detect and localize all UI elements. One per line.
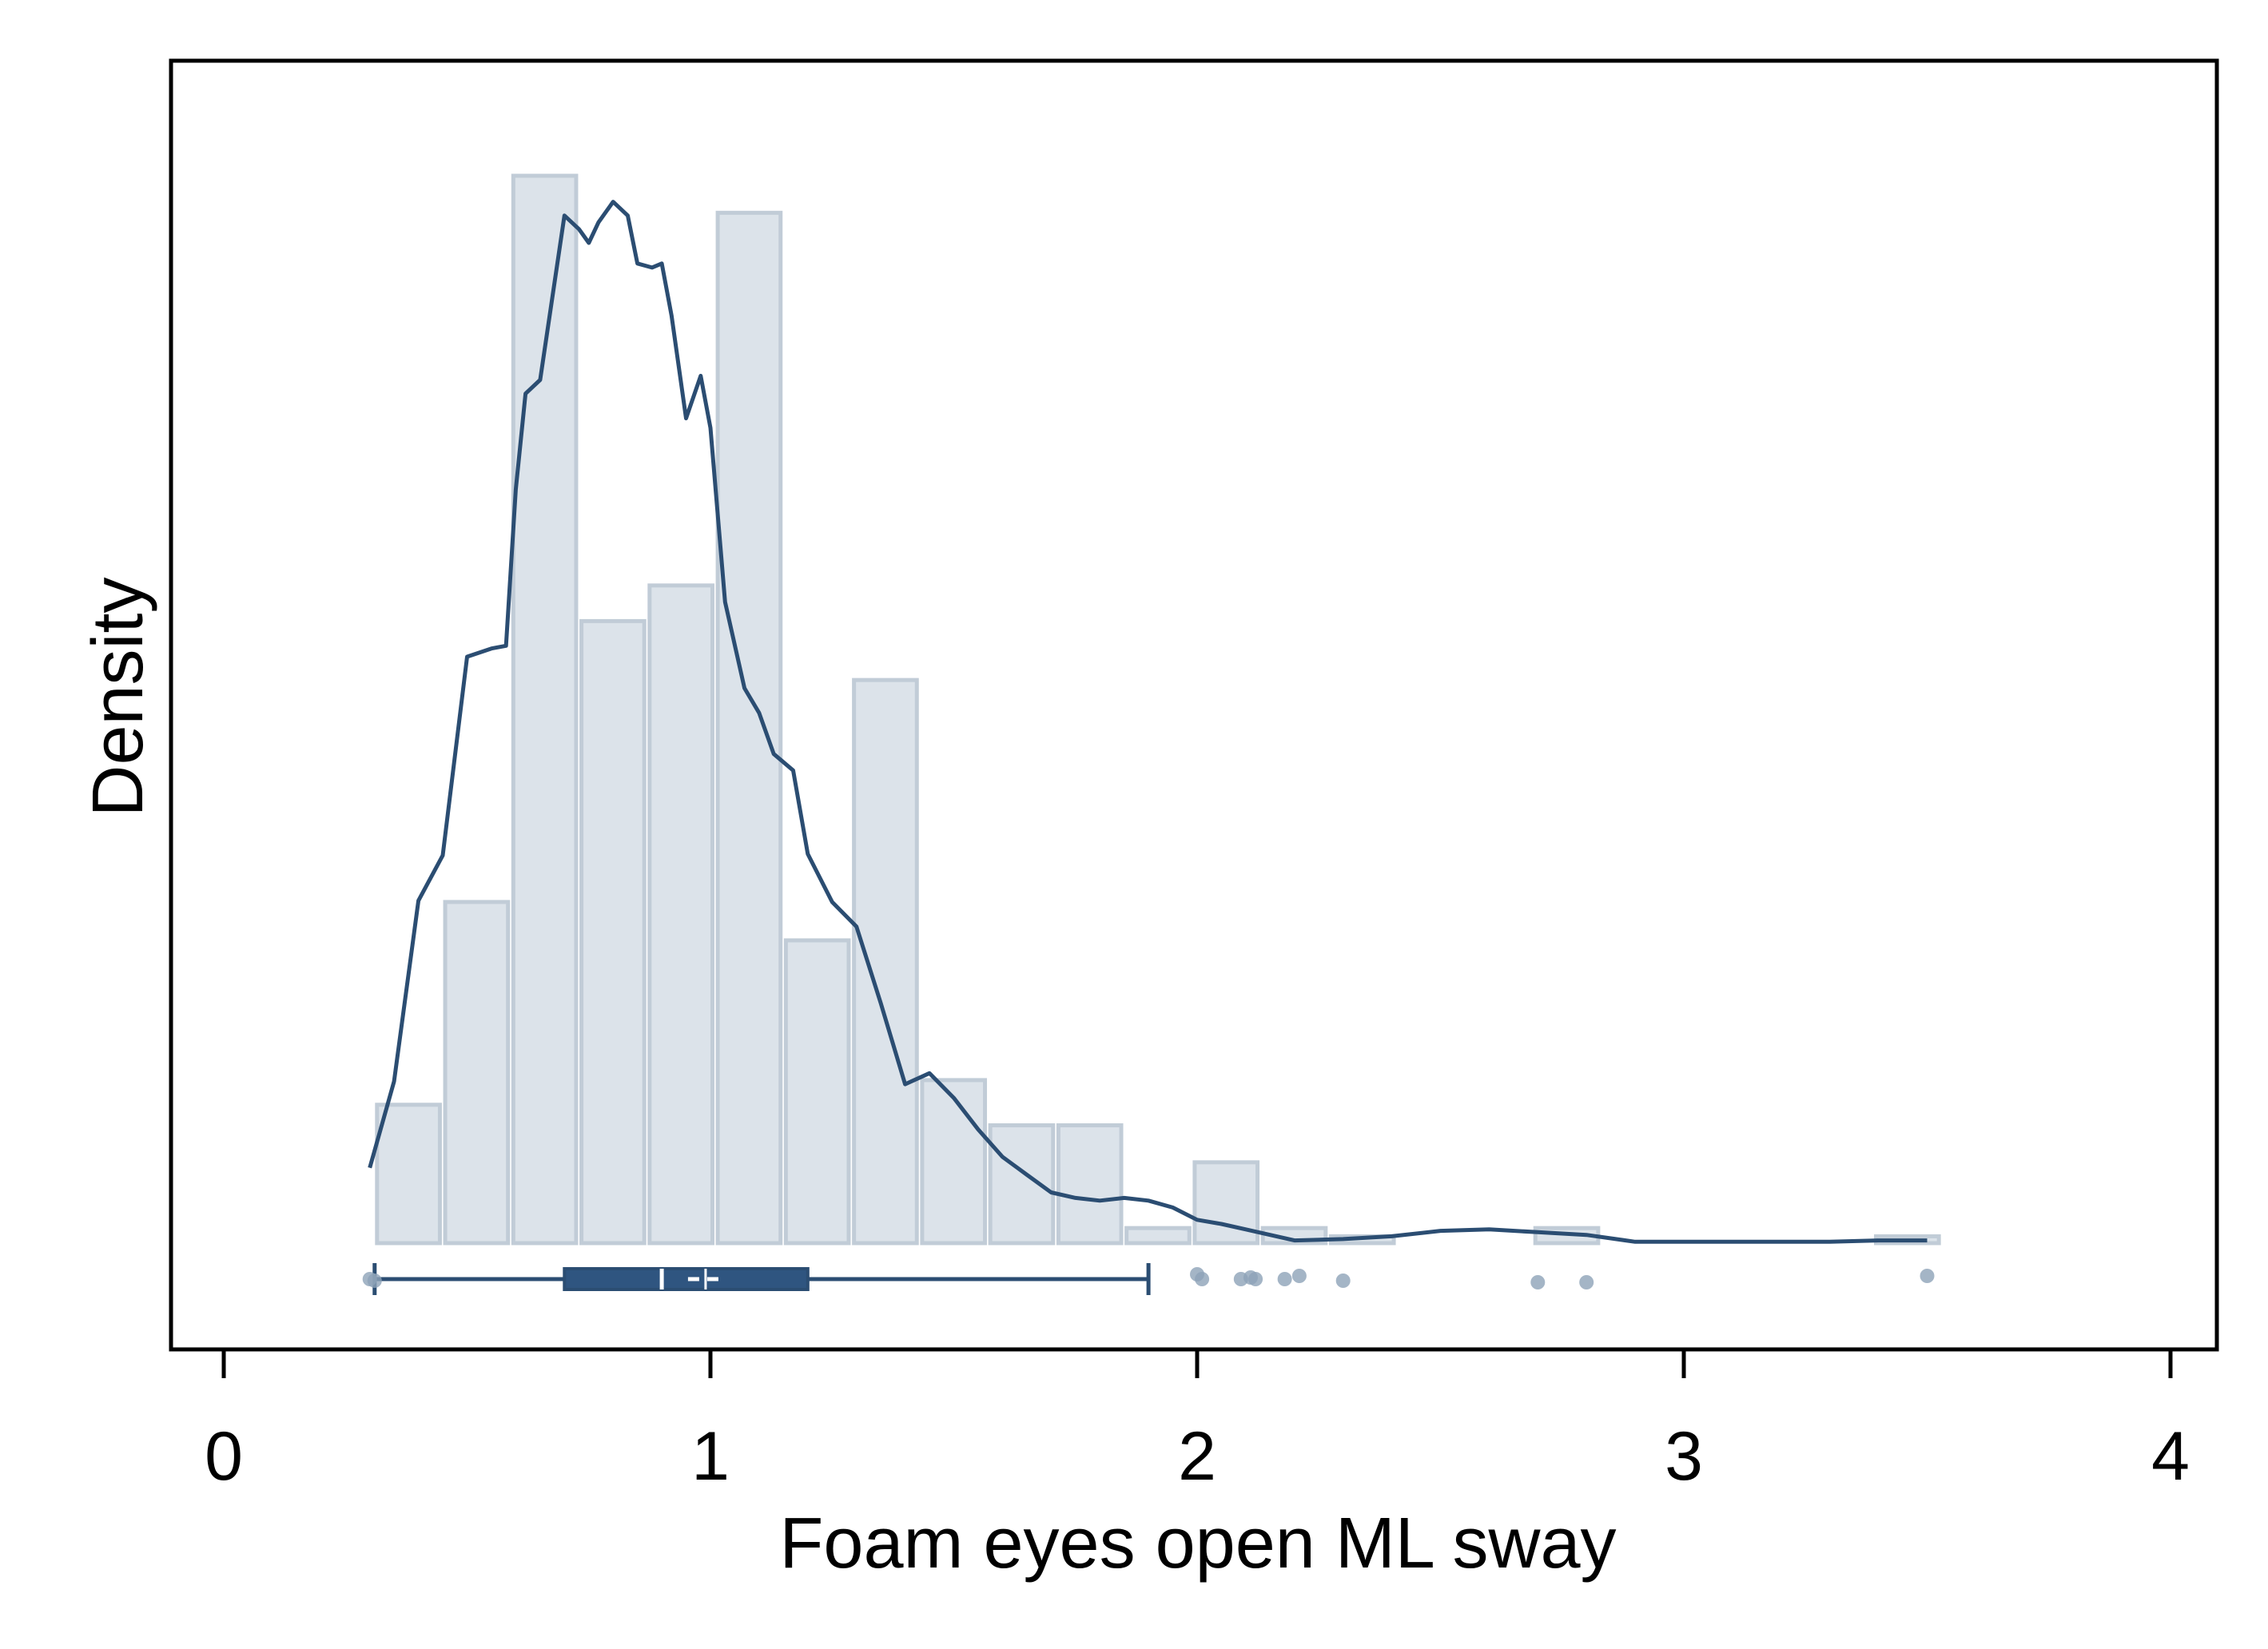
histogram-bar [579,618,647,1246]
x-tick-label: 3 [1665,1418,1703,1495]
histogram-bar [647,583,714,1246]
boxplot-outlier [1277,1272,1292,1286]
boxplot-outlier [1248,1272,1263,1286]
boxplot-outlier [1195,1272,1210,1286]
histogram-bar [1056,1123,1124,1246]
histogram-bar [715,210,783,1246]
density-curve [368,200,1928,1244]
boxplot-outlier [1579,1275,1594,1289]
x-axis: 0 1 2 3 4 [205,1349,2190,1495]
boxplot-outlier [1530,1275,1546,1289]
boxplot [362,1263,1935,1295]
boxplot-outlier [1291,1269,1307,1283]
histogram-bar [1192,1160,1260,1246]
x-axis-title: Foam eyes open ML sway [779,1504,1616,1583]
histogram-bar [443,900,511,1246]
x-tick-label: 0 [205,1418,243,1495]
boxplot-outlier [1920,1269,1935,1283]
histogram-bar [375,1103,442,1246]
plot-frame [169,58,2219,1352]
histogram-bar [852,677,919,1246]
x-tick-label: 2 [1178,1418,1216,1495]
boxplot-outlier [367,1274,382,1288]
x-tick-label: 4 [2151,1418,2190,1495]
histogram-bar [920,1078,988,1246]
histogram-bar [1124,1226,1192,1246]
x-tick-label: 1 [691,1418,730,1495]
y-axis-title: Density [78,577,158,817]
histogram-bar [988,1123,1056,1246]
histogram-bars [375,173,1941,1246]
histogram-bar [783,938,851,1246]
boxplot-outlier [1335,1274,1351,1288]
boxplot-box [563,1267,810,1291]
